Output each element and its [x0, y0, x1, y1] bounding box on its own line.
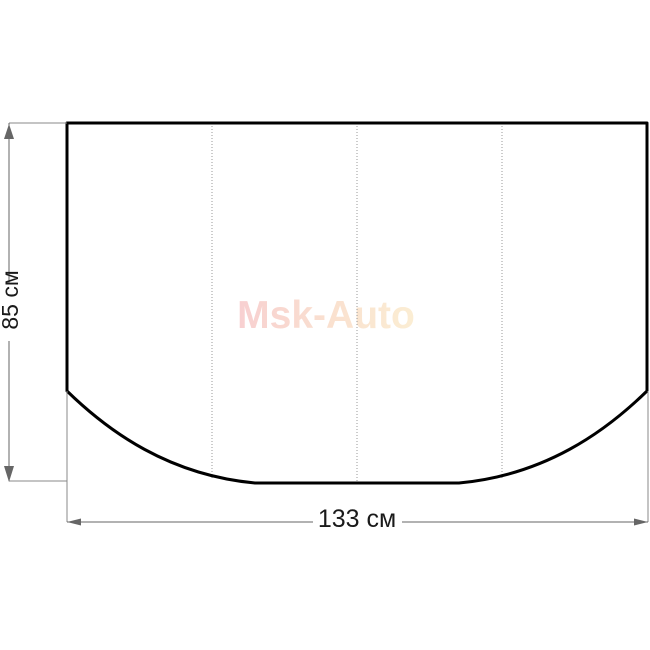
- svg-text:Msk-Auto: Msk-Auto: [237, 294, 415, 337]
- svg-text:85 см: 85 см: [0, 270, 23, 329]
- svg-text:133 см: 133 см: [318, 505, 396, 533]
